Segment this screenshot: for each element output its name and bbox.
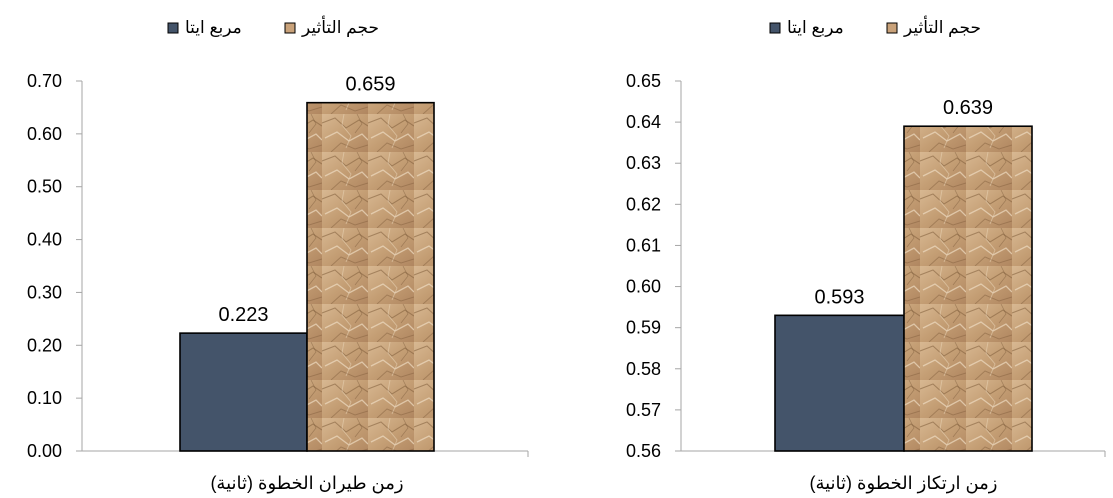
- y-tick-label: 0.50: [27, 177, 62, 197]
- bar-eta-squared: [774, 314, 905, 452]
- y-tick-label: 0.64: [626, 112, 661, 132]
- y-tick-label: 0.61: [626, 235, 661, 255]
- bar-effect-size: [903, 125, 1033, 452]
- y-tick-label: 0.60: [626, 277, 661, 297]
- legend-swatch-effect-size: [284, 22, 296, 34]
- y-tick-label: 0.60: [27, 124, 62, 144]
- legend-label-effect-size: حجم التأثير: [301, 15, 379, 38]
- legend-label-eta-squared: مربع ايتا: [787, 18, 844, 38]
- y-tick-label: 0.20: [27, 335, 62, 355]
- legend-swatch-effect-size: [886, 22, 898, 34]
- y-tick-label: 0.10: [27, 388, 62, 408]
- y-tick-label: 0.58: [626, 359, 661, 379]
- y-tick-label: 0.70: [27, 71, 62, 91]
- y-tick-label: 0.40: [27, 230, 62, 250]
- y-tick-label: 0.65: [626, 71, 661, 91]
- legend-swatch-eta-squared: [769, 22, 781, 34]
- category-label: زمن ارتكاز الخطوة (ثانية): [809, 473, 997, 494]
- y-tick-label: 0.57: [626, 400, 661, 420]
- y-tick-label: 0.56: [626, 441, 661, 461]
- data-label: 0.639: [943, 97, 993, 119]
- bar-eta-squared: [179, 332, 308, 452]
- legend-swatch-eta-squared: [167, 22, 179, 34]
- category-label: زمن طيران الخطوة (ثانية): [210, 473, 403, 494]
- y-tick-label: 0.63: [626, 153, 661, 173]
- data-label: 0.223: [218, 304, 268, 326]
- y-tick-label: 0.62: [626, 194, 661, 214]
- y-tick-label: 0.30: [27, 282, 62, 302]
- y-tick-label: 0.00: [27, 441, 62, 461]
- data-label: 0.593: [814, 286, 864, 308]
- chart-step-flight-time: 0.00 0.10 0.20 0.30 0.40 0.50 0.60 0.70 0.223 0.6…: [27, 15, 529, 494]
- bar-effect-size: [306, 101, 435, 452]
- legend-label-eta-squared: مربع ايتا: [185, 18, 242, 38]
- data-label: 0.659: [345, 74, 395, 96]
- chart-step-support-time: 0.56 0.57 0.58 0.59 0.60 0.61 0.62 0.63 0.64 0.65…: [626, 15, 1106, 494]
- legend-label-effect-size: حجم التأثير: [903, 15, 981, 38]
- y-tick-label: 0.59: [626, 318, 661, 338]
